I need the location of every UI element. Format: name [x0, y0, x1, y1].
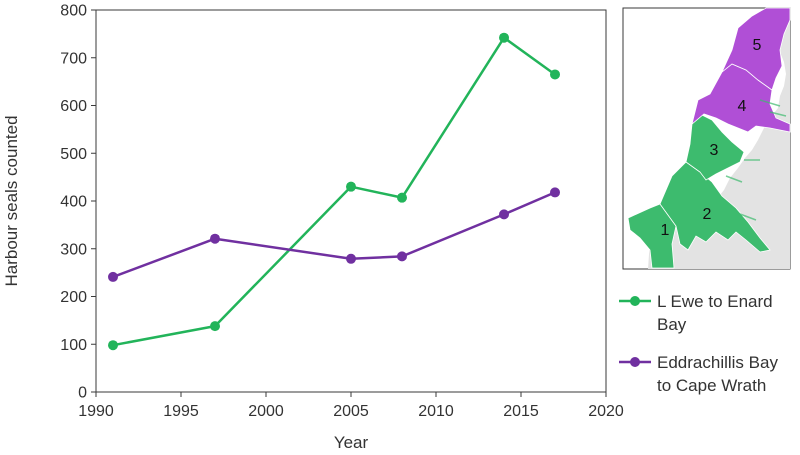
legend-item-eddrachillis: Eddrachillis Bay to Cape Wrath [619, 353, 778, 395]
series-layer [108, 32, 560, 351]
y-axis: 0 100 200 300 400 500 600 700 800 [60, 3, 96, 402]
data-point [397, 192, 407, 203]
y-tick-label: 500 [60, 146, 87, 163]
data-point [210, 233, 220, 244]
data-point [499, 32, 509, 43]
y-tick-label: 200 [60, 289, 87, 306]
map-inlets [725, 99, 787, 221]
x-axis: 1990 1995 2000 2005 2010 2015 2020 [78, 392, 624, 420]
y-tick-label: 800 [60, 3, 87, 20]
map-region-label: 1 [661, 222, 670, 239]
legend: L Ewe to Enard Bay Eddrachillis Bay to C… [619, 292, 778, 395]
data-point [346, 181, 356, 192]
data-point [346, 253, 356, 264]
data-point [397, 251, 407, 262]
series-line-0 [112, 36, 556, 347]
x-tick-label: 1995 [163, 403, 199, 420]
map-region-label: 5 [753, 37, 762, 54]
legend-label: Bay [657, 315, 687, 334]
x-tick-label: 2005 [333, 403, 369, 420]
series-line-1 [112, 191, 556, 279]
data-point [210, 321, 220, 332]
x-tick-label: 2015 [503, 403, 539, 420]
map-region-label: 2 [703, 206, 712, 223]
data-point [550, 187, 560, 198]
legend-label: L Ewe to Enard [657, 292, 773, 311]
x-tick-label: 2010 [418, 403, 454, 420]
legend-item-l-ewe: L Ewe to Enard Bay [619, 292, 773, 334]
y-tick-label: 0 [78, 385, 87, 402]
data-point [108, 271, 118, 282]
map-region-label: 3 [710, 142, 719, 159]
legend-swatch-marker [630, 357, 640, 367]
y-tick-label: 700 [60, 50, 87, 67]
land-mass [648, 8, 790, 269]
map-region-5 [721, 7, 791, 91]
y-axis-title: Harbour seals counted [2, 115, 21, 286]
data-point [108, 340, 118, 351]
y-tick-label: 400 [60, 194, 87, 211]
legend-label: Eddrachillis Bay [657, 353, 778, 372]
x-tick-label: 1990 [78, 403, 114, 420]
data-point [550, 69, 560, 80]
y-tick-label: 300 [60, 241, 87, 258]
legend-label: to Cape Wrath [657, 376, 766, 395]
x-tick-label: 2020 [588, 403, 624, 420]
map-region-1 [627, 203, 677, 269]
x-tick-label: 2000 [248, 403, 284, 420]
x-axis-title: Year [334, 433, 369, 452]
y-tick-label: 600 [60, 98, 87, 115]
y-tick-label: 100 [60, 337, 87, 354]
map-region-label: 4 [738, 98, 747, 115]
data-point [499, 209, 509, 220]
legend-swatch-marker [630, 296, 640, 306]
inset-map: 1 2 3 4 5 [622, 7, 791, 270]
